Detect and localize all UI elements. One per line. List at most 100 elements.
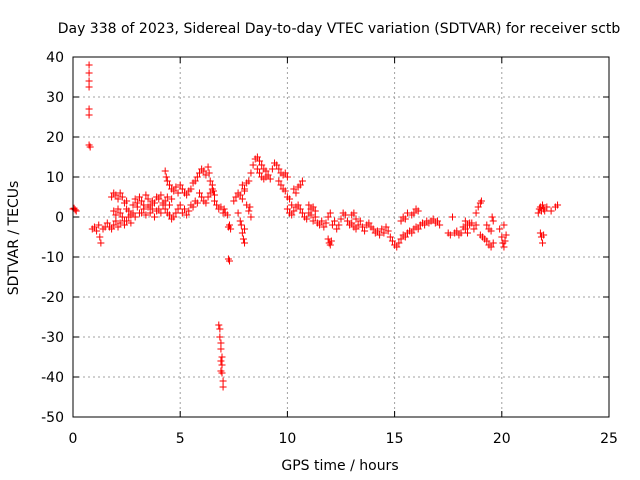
data-point [110, 207, 118, 215]
data-point [501, 237, 509, 245]
data-point [174, 205, 182, 213]
data-point [85, 77, 93, 85]
data-point [247, 213, 255, 221]
data-point [215, 321, 223, 329]
data-point [209, 187, 217, 195]
data-point [316, 221, 324, 229]
y-tick-label: 20 [46, 130, 64, 146]
data-point [157, 209, 165, 217]
data-point [241, 225, 249, 233]
data-point [283, 205, 291, 213]
data-point [170, 187, 178, 195]
y-tick-label: -20 [41, 290, 64, 306]
data-point [241, 185, 249, 193]
data-point [189, 203, 197, 211]
data-point [487, 227, 495, 235]
data-point [234, 209, 242, 217]
data-point [146, 201, 154, 209]
data-point [161, 167, 169, 175]
data-point [292, 189, 300, 197]
data-point [236, 191, 244, 199]
data-point [187, 185, 195, 193]
data-point [211, 191, 219, 199]
data-point [331, 217, 339, 225]
data-point [356, 217, 364, 225]
data-point [543, 203, 551, 211]
data-point [216, 325, 224, 333]
data-point [343, 217, 351, 225]
data-point [539, 201, 547, 209]
data-point [294, 201, 302, 209]
data-point [474, 203, 482, 211]
data-point [358, 223, 366, 231]
plot-frame [72, 56, 610, 418]
data-point [328, 221, 336, 229]
data-point [150, 199, 158, 207]
data-point [378, 225, 386, 233]
data-point [95, 221, 103, 229]
data-point [204, 193, 212, 201]
data-point [114, 205, 122, 213]
data-point [477, 197, 485, 205]
data-point [320, 223, 328, 231]
data-point [461, 225, 469, 233]
data-point [275, 165, 283, 173]
x-tick-label: 5 [176, 431, 185, 447]
data-point [337, 215, 345, 223]
data-point [90, 223, 98, 231]
data-point [298, 177, 306, 185]
data-point [236, 217, 244, 225]
data-point [191, 177, 199, 185]
data-point [309, 203, 317, 211]
data-point [72, 207, 80, 215]
data-point [170, 213, 178, 221]
data-point [133, 199, 141, 207]
data-point [498, 233, 506, 241]
data-point [352, 215, 360, 223]
data-point [85, 69, 93, 77]
data-point [393, 243, 401, 251]
data-point [365, 219, 373, 227]
data-point [326, 241, 334, 249]
data-point [401, 233, 409, 241]
data-point [96, 233, 104, 241]
data-point [290, 185, 298, 193]
data-point [165, 211, 173, 219]
data-point [238, 229, 246, 237]
data-point [258, 161, 266, 169]
data-point [226, 257, 234, 265]
y-tick-label: -40 [41, 370, 64, 386]
data-point [204, 163, 212, 171]
data-point [220, 205, 228, 213]
data-point [373, 227, 381, 235]
data-point [123, 197, 131, 205]
data-point [283, 173, 291, 181]
data-point [322, 219, 330, 227]
data-point [85, 61, 93, 69]
data-point [461, 217, 469, 225]
data-point [157, 191, 165, 199]
data-point [397, 235, 405, 243]
data-point [195, 189, 203, 197]
data-point [241, 239, 249, 247]
data-point [140, 205, 148, 213]
data-point [403, 209, 411, 217]
data-point [502, 231, 510, 239]
data-point [348, 219, 356, 227]
data-point [541, 207, 549, 215]
data-point [489, 239, 497, 247]
y-tick-label: -50 [41, 410, 64, 426]
data-point [150, 213, 158, 221]
data-point [85, 111, 93, 119]
data-point [176, 201, 184, 209]
data-point [397, 217, 405, 225]
data-point [275, 177, 283, 185]
data-point [350, 209, 358, 217]
data-point [185, 207, 193, 215]
y-tick-label: -10 [41, 250, 64, 266]
data-point [180, 205, 188, 213]
data-point [256, 157, 264, 165]
data-point [202, 199, 210, 207]
data-point [148, 205, 156, 213]
data-point [311, 207, 319, 215]
